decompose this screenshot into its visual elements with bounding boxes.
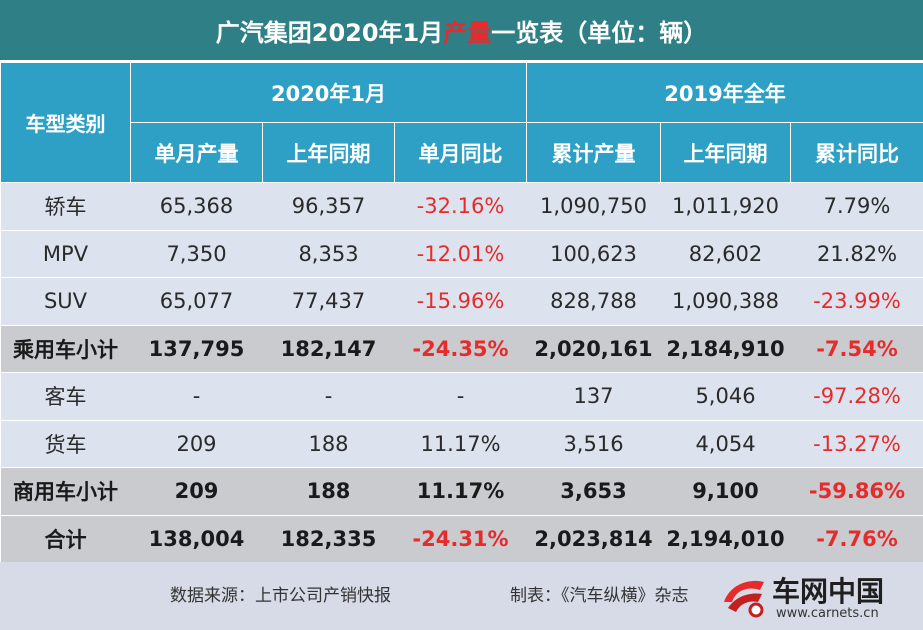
table-cell: 82,602 [660, 230, 791, 278]
table-cell: 8,353 [262, 230, 395, 278]
data-source-note: 数据来源：上市公司产销快报 [170, 586, 391, 606]
table-row: MPV 7,350 8,353 -12.01% 100,623 82,602 21.82% [0, 230, 923, 278]
col-header: 累计同比 [789, 122, 923, 183]
title-suffix: 一览表（单位：辆） [491, 18, 708, 47]
table-body: 轿车 65,368 96,357 -32.16% 1,090,750 1,011,920 7… [0, 182, 923, 563]
col-header: 单月同比 [394, 122, 527, 183]
table-cell: 137,795 [130, 325, 263, 373]
title-highlight: 产量 [443, 18, 492, 47]
table-cell: 828,788 [526, 277, 661, 326]
group-header-2019-full-year: 2019年全年 [525, 62, 923, 123]
watermark-url: www.carnets.cn [776, 606, 879, 621]
table-cell: 182,335 [262, 515, 395, 563]
table-cell: 2,184,910 [660, 325, 791, 373]
table-cell: 9,100 [660, 467, 791, 516]
page-title: 广汽集团2020年1月 产量 一览表（单位：辆） [0, 0, 923, 60]
table-cell: -97.28% [790, 372, 923, 421]
table-cell: 65,368 [130, 182, 263, 231]
table-cell: 138,004 [130, 515, 263, 563]
table-cell: -13.27% [790, 420, 923, 468]
table-row: 货车 209 188 11.17% 3,516 4,054 -13.27% [0, 420, 923, 468]
col-header: 累计产量 [526, 122, 661, 183]
table-cell: 4,054 [660, 420, 791, 468]
table-cell: -7.76% [790, 515, 923, 563]
table-cell: 1,090,388 [660, 277, 791, 326]
col-header: 单月产量 [130, 122, 263, 183]
car-logo-icon [724, 580, 764, 618]
table-cell: 7,350 [130, 230, 263, 278]
table-row: 合计 138,004 182,335 -24.31% 2,023,814 2,194,01… [0, 515, 923, 563]
table-row: 商用车小计 209 188 11.17% 3,653 9,100 -59.86% [0, 467, 923, 516]
table-cell: 209 [130, 467, 263, 516]
watermark-name: 车网中国 [772, 575, 885, 608]
table-cell: -24.35% [394, 325, 527, 373]
table-cell: 1,090,750 [526, 182, 661, 231]
row-label: 商用车小计 [0, 467, 131, 516]
table-cell: 137 [526, 372, 661, 421]
table-row: 乘用车小计 137,795 182,147 -24.35% 2,020,161 2,184… [0, 325, 923, 373]
table-cell: -7.54% [790, 325, 923, 373]
table-cell: 1,011,920 [660, 182, 791, 231]
table-cell: 11.17% [394, 467, 527, 516]
table-row: 轿车 65,368 96,357 -32.16% 1,090,750 1,011,920 7… [0, 182, 923, 231]
table-cell: 11.17% [394, 420, 527, 468]
table-cell: -12.01% [394, 230, 527, 278]
table-cell: 96,357 [262, 182, 395, 231]
table-cell: 188 [262, 467, 395, 516]
table-cell: -59.86% [790, 467, 923, 516]
row-label: 乘用车小计 [0, 325, 131, 373]
footer-bar: 数据来源：上市公司产销快报 制表：《汽车纵横》杂志 [0, 562, 923, 630]
table-cell: 5,046 [660, 372, 791, 421]
table-row: SUV 65,077 77,437 -15.96% 828,788 1,090,388 -2… [0, 277, 923, 326]
table-cell: 209 [130, 420, 263, 468]
table-cell: 7.79% [790, 182, 923, 231]
row-label: 轿车 [0, 182, 131, 231]
row-label: 客车 [0, 372, 131, 421]
table-cell: 77,437 [262, 277, 395, 326]
table-cell: 65,077 [130, 277, 263, 326]
table-cell: -15.96% [394, 277, 527, 326]
table-cell: 2,020,161 [526, 325, 661, 373]
group-header-2020-jan: 2020年1月 [130, 62, 527, 123]
table-cell: 188 [262, 420, 395, 468]
table-cell: 182,147 [262, 325, 395, 373]
table-cell: 3,653 [526, 467, 661, 516]
row-label: 合计 [0, 515, 131, 563]
table-cell: -32.16% [394, 182, 527, 231]
table-cell: -24.31% [394, 515, 527, 563]
title-prefix: 广汽集团2020年1月 [215, 18, 444, 47]
watermark-logo: 车网中国 www.carnets.cn [720, 566, 920, 626]
table-cell: - [394, 372, 527, 421]
row-label: 货车 [0, 420, 131, 468]
table-row: 客车 - - -137 5,046 -97.28% [0, 372, 923, 421]
col-header: 上年同期 [262, 122, 395, 183]
table-maker-note: 制表：《汽车纵横》杂志 [510, 586, 689, 606]
table-cell: -23.99% [790, 277, 923, 326]
production-table: 车型类别 2020年1月 2019年全年 单月产量 上年同期 单月同比 累计产量… [0, 62, 923, 563]
table-cell: 21.82% [790, 230, 923, 278]
table-cell: 100,623 [526, 230, 661, 278]
col-header: 上年同期 [660, 122, 791, 183]
row-label: MPV [0, 230, 131, 278]
row-category-header: 车型类别 [0, 62, 131, 183]
table-cell: 2,023,814 [526, 515, 661, 563]
table-cell: 2,194,010 [660, 515, 791, 563]
table-cell: - [130, 372, 263, 421]
table-cell: - [262, 372, 395, 421]
row-label: SUV [0, 277, 131, 326]
table-cell: 3,516 [526, 420, 661, 468]
